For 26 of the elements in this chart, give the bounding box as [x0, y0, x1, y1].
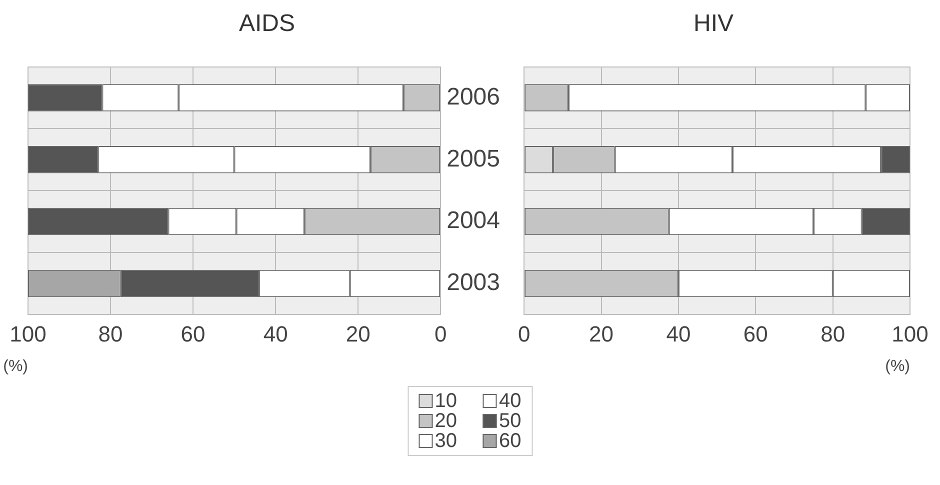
y-tick-label: 2003 — [446, 269, 500, 296]
chart-title: HIV — [693, 10, 734, 38]
x-tick-label: 0 — [518, 322, 530, 347]
legend-label: 10 — [434, 390, 457, 412]
x-tick-label: 20 — [589, 322, 614, 347]
chart-title: AIDS — [238, 10, 296, 38]
x-tick-label: 20 — [346, 322, 370, 347]
y-tick-label: 2005 — [446, 145, 500, 172]
x-tick-label: 80 — [98, 322, 123, 347]
x-tick-label: 80 — [820, 322, 846, 347]
x-axis-title: (%) — [3, 358, 28, 375]
x-tick-label: 40 — [263, 322, 288, 347]
legend-label: 30 — [434, 430, 457, 452]
legend-label: 40 — [499, 390, 522, 412]
legend-label: 60 — [499, 430, 522, 452]
x-tick-label: 100 — [10, 322, 46, 347]
x-tick-label: 100 — [892, 322, 928, 347]
x-axis-title: (%) — [885, 358, 910, 375]
legend-label: 50 — [499, 410, 522, 432]
x-tick-label: 60 — [180, 322, 206, 347]
x-tick-label: 40 — [666, 322, 691, 347]
x-tick-label: 60 — [743, 322, 768, 347]
y-tick-label: 2004 — [446, 207, 500, 234]
y-tick-label: 2006 — [446, 83, 500, 110]
x-tick-label: 0 — [434, 322, 447, 347]
legend-label: 20 — [434, 410, 457, 432]
